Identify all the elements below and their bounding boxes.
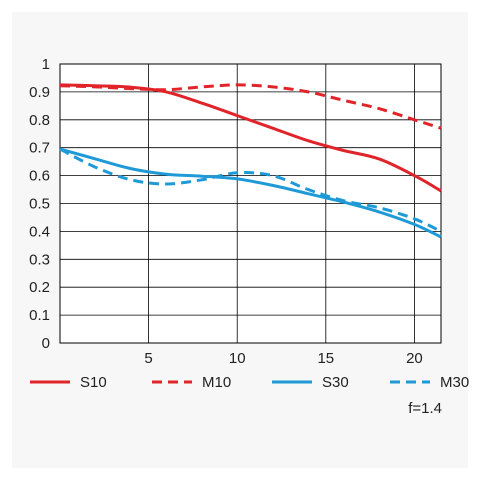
y-tick-label: 1 — [42, 56, 50, 73]
axis-tick-labels: 00.10.20.30.40.50.60.70.80.915 10 15 20 — [29, 56, 423, 367]
y-tick-label: 0.4 — [29, 223, 50, 240]
legend-label-s30: S30 — [322, 374, 349, 391]
series-line-s30 — [59, 147, 442, 239]
y-tick-label: 0 — [42, 335, 50, 352]
y-tick-label: 0.2 — [29, 279, 50, 296]
series-lines — [59, 83, 442, 239]
series-line-s10 — [59, 83, 442, 193]
x-tick-label: 15 — [317, 350, 334, 367]
y-tick-label: 0.7 — [29, 140, 50, 157]
legend: S10 M10 S30 M30 — [30, 374, 469, 391]
legend-label-s10: S10 — [80, 374, 107, 391]
x-tick-label: 20 — [406, 350, 423, 367]
y-tick-label: 0.5 — [29, 196, 50, 213]
y-tick-label: 0.8 — [29, 112, 50, 129]
aperture-annotation: f=1.4 — [408, 400, 442, 417]
x-tick-label: 5 — [144, 350, 152, 367]
y-tick-label: 0.6 — [29, 168, 50, 185]
legend-label-m30: M30 — [440, 374, 469, 391]
y-tick-label: 0.3 — [29, 251, 50, 268]
series-line-m10 — [59, 83, 442, 130]
legend-label-m10: M10 — [202, 374, 231, 391]
y-tick-label: 0.1 — [29, 307, 50, 324]
y-tick-label: 0.9 — [29, 84, 50, 101]
grid — [59, 63, 442, 344]
x-tick-label: 10 — [229, 350, 246, 367]
